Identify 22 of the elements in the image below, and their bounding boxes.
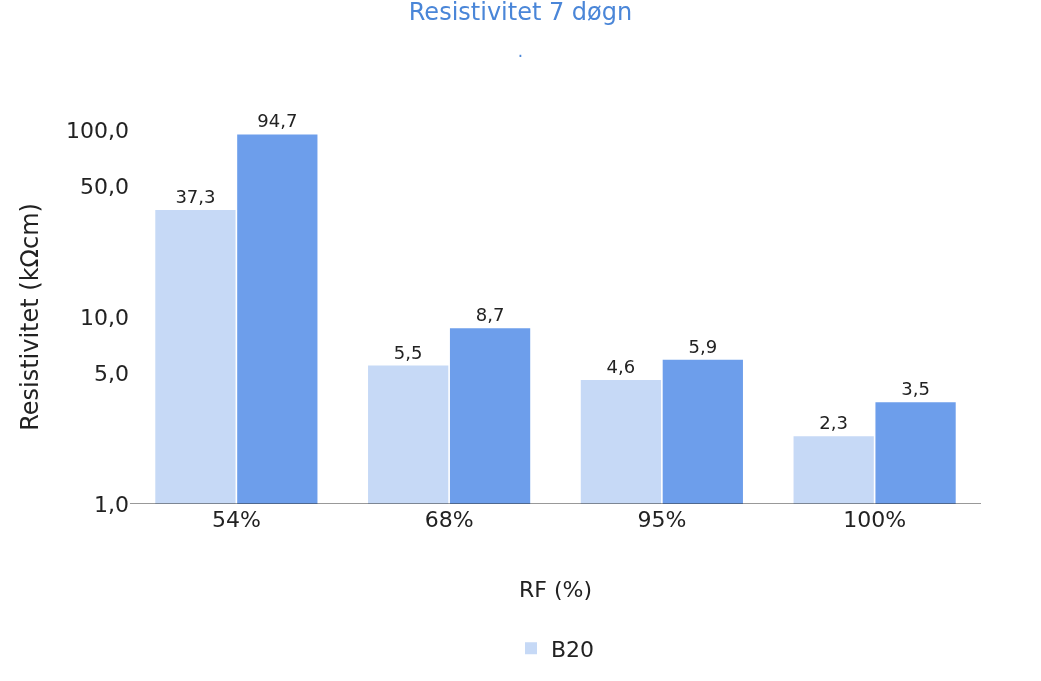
- data-label: 5,9: [688, 335, 718, 357]
- x-axis-title: RF (%): [518, 576, 593, 602]
- chart-subtitle: .: [517, 40, 524, 61]
- x-tick-label: 68%: [424, 507, 474, 532]
- y-axis-title: Resistivitet (kΩcm): [16, 203, 45, 431]
- data-label: 37,3: [175, 186, 216, 208]
- data-label: 5,5: [393, 341, 423, 363]
- data-label: 2,3: [819, 412, 848, 434]
- data-label: 94,7: [257, 110, 298, 132]
- data-label: 3,5: [901, 378, 930, 400]
- data-label: 4,6: [606, 356, 636, 378]
- x-tick-label: 95%: [637, 507, 687, 532]
- y-tick-label: 10,0: [80, 304, 129, 330]
- y-tick-label: 50,0: [80, 173, 129, 199]
- y-tick-label: 1,0: [94, 491, 129, 517]
- y-tick-label: 100,0: [66, 117, 129, 143]
- y-tick-label: 5,0: [94, 360, 129, 386]
- legend-label: B20: [551, 636, 595, 662]
- x-tick-label: 100%: [843, 507, 907, 532]
- x-tick-label: 54%: [211, 507, 261, 532]
- data-label: 8,7: [475, 304, 505, 326]
- chart-title: Resistivitet 7 døgn: [408, 0, 633, 27]
